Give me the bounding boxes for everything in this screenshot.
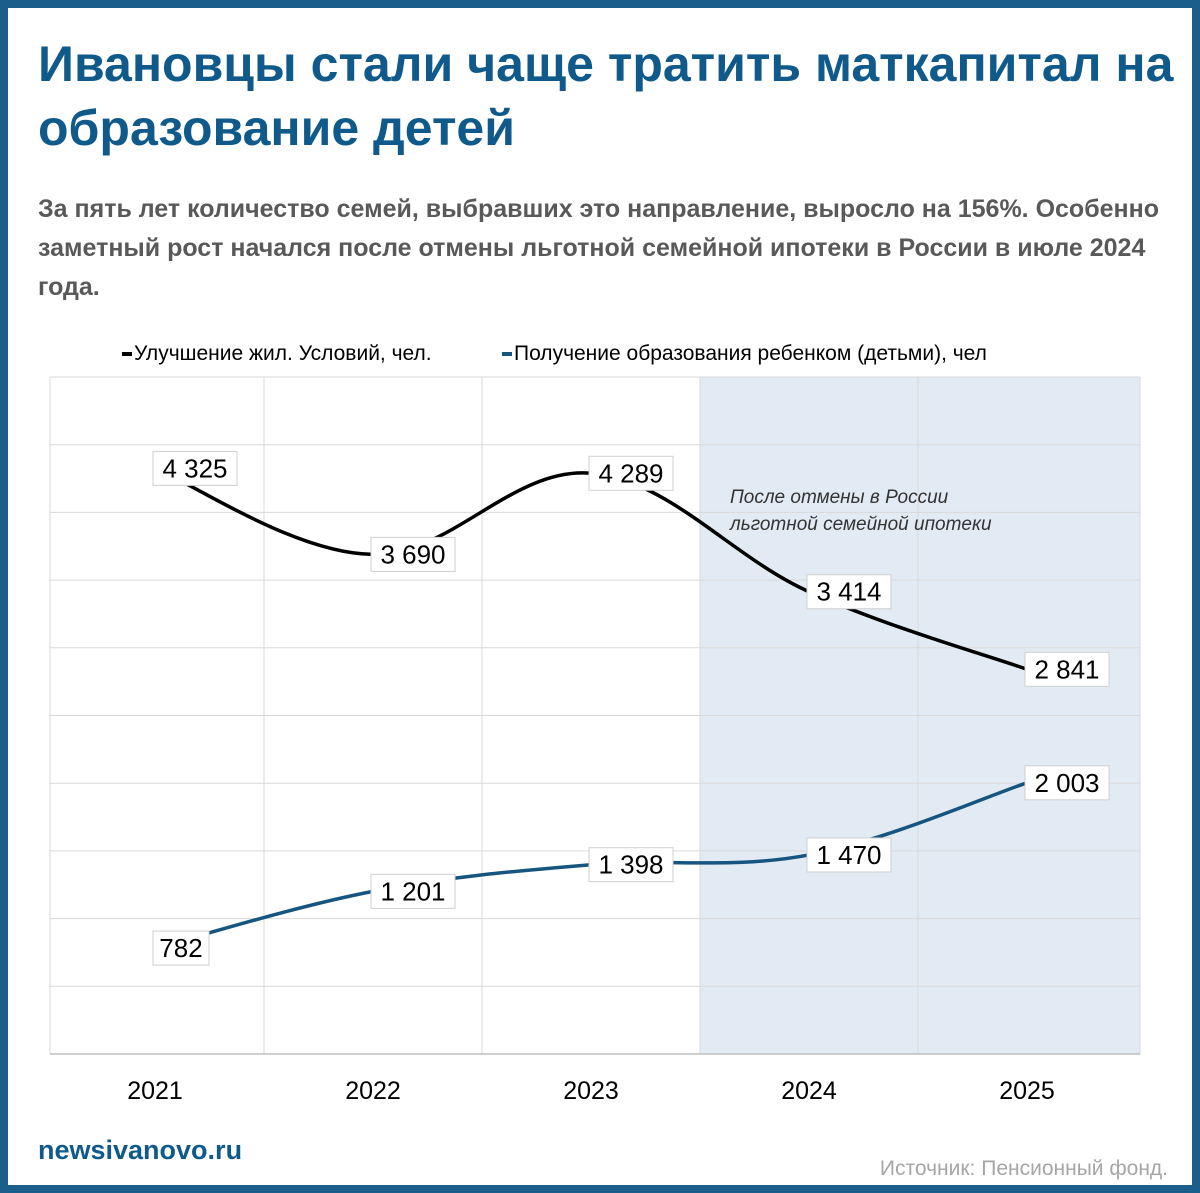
- data-label: 1 470: [816, 840, 881, 870]
- x-tick-label: 2022: [345, 1077, 401, 1105]
- data-label-box: 2 841: [1024, 651, 1110, 687]
- page-title: Ивановцы стали чаще тратить маткапитал н…: [38, 36, 1174, 156]
- x-tick-label: 2025: [999, 1077, 1055, 1105]
- x-tick-label: 2021: [127, 1077, 183, 1105]
- data-label-box: 1 470: [806, 837, 892, 873]
- data-label-bg: [806, 574, 892, 610]
- data-label-bg: [1024, 651, 1110, 687]
- data-label-box: 3 414: [806, 574, 892, 610]
- legend-label: Получение образования ребенком (детьми),…: [514, 342, 987, 365]
- annotation-text: После отмены в России: [730, 487, 949, 508]
- x-tick-label: 2023: [563, 1077, 619, 1105]
- annotation-text: льготной семейной ипотеки: [729, 514, 992, 535]
- data-label-box: 3 690: [370, 536, 456, 572]
- data-label: 3 414: [816, 577, 881, 607]
- data-label-box: 1 201: [370, 873, 456, 909]
- data-label-box: 2 003: [1024, 765, 1110, 801]
- data-label: 4 325: [162, 453, 227, 483]
- data-label: 4 289: [598, 458, 663, 488]
- x-tick-label: 2024: [781, 1077, 837, 1105]
- data-label: 2 003: [1034, 768, 1099, 798]
- data-label-bg: [370, 873, 456, 909]
- data-label-bg: [152, 450, 238, 486]
- source-note: Источник: Пенсионный фонд.: [879, 1157, 1168, 1180]
- site-link[interactable]: newsivanovo.ru: [38, 1135, 243, 1165]
- data-label-bg: [370, 536, 456, 572]
- data-label: 1 201: [380, 876, 445, 906]
- data-label: 1 398: [598, 850, 663, 880]
- data-label: 782: [159, 933, 202, 963]
- data-label-bg: [806, 837, 892, 873]
- data-label: 2 841: [1034, 654, 1099, 684]
- data-label-box: 4 289: [588, 455, 674, 491]
- data-label-box: 782: [152, 930, 210, 966]
- subtitle: За пять лет количество семей, выбравших …: [38, 195, 1160, 301]
- legend-label: Улучшение жил. Условий, чел.: [134, 342, 432, 365]
- data-label-bg: [588, 455, 674, 491]
- data-label-bg: [1024, 765, 1110, 801]
- data-label-box: 4 325: [152, 450, 238, 486]
- data-label: 3 690: [380, 539, 445, 569]
- data-label-bg: [152, 930, 210, 966]
- data-label-box: 1 398: [588, 847, 674, 883]
- data-label-bg: [588, 847, 674, 883]
